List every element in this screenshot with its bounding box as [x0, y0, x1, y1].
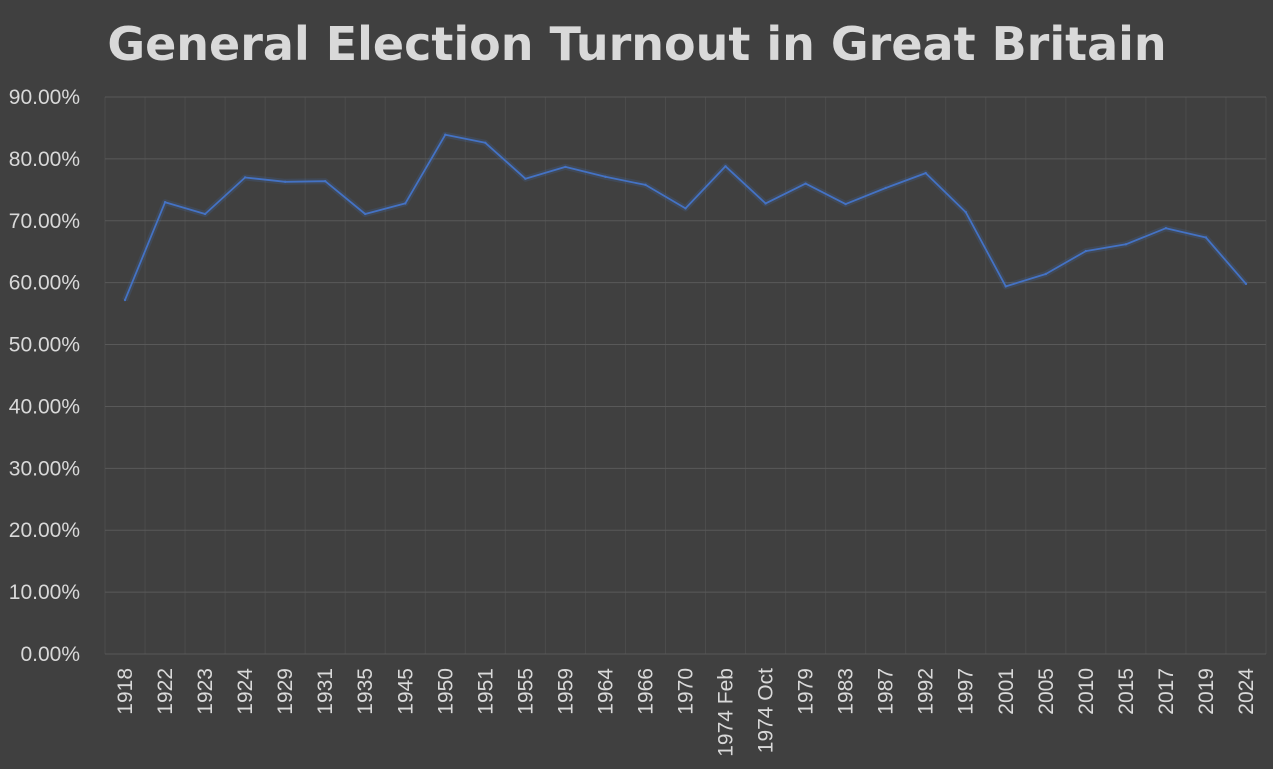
x-tick-label: 1935: [354, 668, 377, 715]
y-tick-label: 50.00%: [9, 334, 80, 357]
data-point: [1164, 227, 1168, 230]
data-point: [444, 133, 447, 136]
y-tick-label: 90.00%: [9, 86, 80, 109]
x-tick-label: 1929: [274, 668, 297, 715]
y-tick-label: 40.00%: [9, 395, 80, 418]
data-point: [924, 171, 927, 175]
y-tick-label: 10.00%: [9, 581, 80, 604]
data-point: [884, 186, 887, 190]
y-tick-label: 30.00%: [9, 457, 80, 480]
x-tick-label: 1931: [314, 668, 337, 715]
data-point: [804, 182, 807, 185]
x-tick-label: 1974 Oct: [755, 668, 778, 753]
x-tick-label: 1951: [474, 668, 497, 715]
data-point: [283, 180, 287, 183]
data-point: [1244, 282, 1248, 286]
data-point: [524, 177, 527, 180]
x-tick-label: 1974 Feb: [715, 668, 738, 757]
y-tick-label: 0.00%: [20, 643, 80, 666]
data-point: [323, 179, 327, 183]
x-tick-label: 1950: [434, 668, 457, 715]
data-point: [964, 210, 967, 214]
series-layer: [122, 131, 1249, 302]
x-tick-label: 1924: [234, 668, 257, 715]
data-point: [764, 202, 767, 205]
x-tick-label: 1945: [394, 668, 417, 715]
data-point: [1044, 272, 1048, 276]
x-tick-label: 2005: [1035, 668, 1058, 715]
x-tick-label: 2010: [1075, 668, 1098, 715]
gridlines: [104, 96, 1267, 655]
x-tick-label: 1966: [634, 668, 657, 715]
x-tick-label: 2015: [1115, 668, 1138, 715]
x-tick-label: 1923: [194, 668, 217, 715]
data-point: [1204, 236, 1208, 239]
data-point: [1124, 243, 1128, 246]
y-tick-label: 70.00%: [9, 210, 80, 233]
y-tick-label: 80.00%: [9, 148, 80, 171]
chart-title: General Election Turnout in Great Britai…: [107, 17, 1166, 71]
x-tick-label: 1959: [554, 668, 577, 715]
data-point: [243, 176, 247, 179]
x-tick-label: 1992: [915, 668, 938, 715]
data-point: [644, 183, 647, 187]
data-point: [1004, 285, 1007, 288]
data-point: [163, 201, 167, 204]
series-line-glow: [122, 131, 1249, 302]
data-point: [1084, 249, 1088, 253]
y-tick-label: 60.00%: [9, 272, 80, 295]
x-tick-label: 1964: [594, 668, 617, 715]
x-tick-label: 1955: [514, 668, 537, 715]
data-point: [564, 165, 567, 169]
x-tick-label: 2024: [1235, 668, 1258, 715]
x-tick-label: 1997: [955, 668, 978, 715]
y-axis-tick-labels: 0.00% 10.00% 20.00% 30.00% 40.00% 50.00% 60.00…: [9, 86, 80, 666]
data-point: [123, 298, 127, 302]
series-line: [124, 133, 1247, 301]
x-tick-label: 1918: [114, 668, 137, 715]
data-point: [203, 212, 207, 216]
x-tick-label: 2019: [1195, 668, 1218, 715]
data-point: [364, 212, 367, 216]
x-tick-label: 1987: [875, 668, 898, 715]
x-tick-label: 2017: [1155, 668, 1178, 715]
x-tick-label: 1970: [675, 668, 698, 715]
x-tick-label: 1979: [795, 668, 818, 715]
x-tick-label: 1983: [835, 668, 858, 715]
x-tick-label: 1922: [154, 668, 177, 715]
data-point: [604, 175, 607, 179]
data-point: [404, 202, 407, 205]
data-point: [684, 207, 687, 210]
data-point: [724, 165, 727, 168]
data-point: [484, 141, 487, 144]
data-point: [844, 202, 847, 206]
y-tick-label: 20.00%: [9, 519, 80, 542]
x-axis-tick-labels: 1918 1922 1923 1924 1929 1931 1935 1945 1950 1951…: [114, 668, 1258, 757]
x-tick-label: 2001: [995, 668, 1018, 715]
